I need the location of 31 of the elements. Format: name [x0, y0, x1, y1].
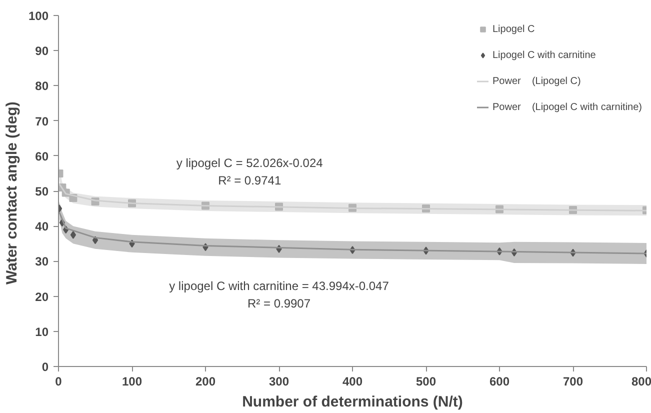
y-tick-label: 90	[35, 44, 49, 58]
x-tick-label: 300	[268, 374, 290, 388]
x-tick-label: 600	[489, 374, 510, 388]
y-tick-label: 80	[35, 79, 49, 94]
y-tick-label: 30	[35, 254, 49, 269]
y-tick-label: 0	[42, 360, 49, 374]
legend-label: Power (Lipogel C)	[492, 76, 581, 86]
point	[70, 230, 76, 239]
y-axis-title: Water contact angle (deg)	[3, 102, 20, 284]
x-tick-label: 200	[195, 374, 216, 388]
x-axis-title: Number of determinations (N/t)	[242, 394, 463, 410]
legend-label: Power (Lipogel C with carnitine)	[492, 102, 642, 112]
annotation: y lipogel C = 52.026x-0.024	[176, 156, 324, 170]
annotation: R² = 0.9741	[218, 173, 282, 188]
x-tick-label: 400	[342, 374, 363, 388]
y-tick-label: 10	[35, 324, 49, 339]
x-tick-label: 100	[122, 374, 142, 388]
annotation: R² = 0.9907	[247, 296, 311, 310]
legend-label: Lipogel C with carnitine	[492, 50, 596, 60]
x-tick-label: 700	[562, 374, 584, 388]
y-tick-label: 70	[35, 114, 49, 128]
x-tick-label: 0	[55, 374, 62, 388]
y-tick-label: 60	[35, 149, 49, 164]
y-tick-label: 100	[28, 9, 49, 23]
y-tick-label: 20	[35, 290, 49, 304]
y-tick-label: 50	[35, 184, 49, 198]
x-tick-label: 500	[416, 374, 436, 388]
y-tick-label: 40	[35, 220, 49, 234]
x-tick-label: 800	[631, 374, 651, 388]
annotation: y lipogel C with carnitine = 43.994x-0.047	[169, 278, 390, 293]
legend-label: Lipogel C	[492, 24, 535, 34]
